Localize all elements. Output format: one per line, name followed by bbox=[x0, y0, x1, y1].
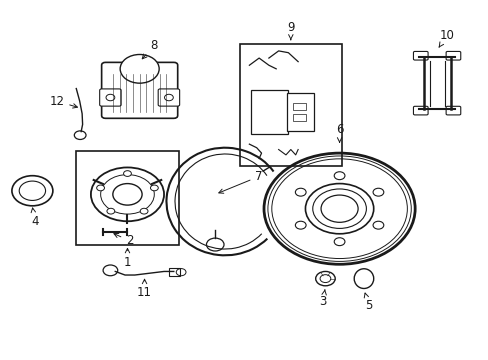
Bar bbox=[168, 268, 179, 276]
FancyBboxPatch shape bbox=[102, 62, 177, 118]
Bar bbox=[239, 44, 341, 166]
Circle shape bbox=[107, 208, 115, 214]
Circle shape bbox=[140, 208, 148, 214]
Text: 1: 1 bbox=[123, 248, 131, 269]
FancyBboxPatch shape bbox=[445, 106, 460, 115]
Text: 11: 11 bbox=[137, 279, 152, 300]
FancyBboxPatch shape bbox=[445, 51, 460, 60]
Circle shape bbox=[150, 185, 158, 191]
FancyBboxPatch shape bbox=[158, 89, 179, 106]
FancyBboxPatch shape bbox=[100, 89, 121, 106]
Circle shape bbox=[123, 171, 131, 176]
Text: 10: 10 bbox=[438, 29, 453, 47]
Text: 8: 8 bbox=[142, 39, 158, 59]
FancyBboxPatch shape bbox=[413, 51, 427, 60]
FancyBboxPatch shape bbox=[250, 90, 287, 134]
Circle shape bbox=[97, 185, 104, 191]
Circle shape bbox=[120, 54, 159, 83]
FancyBboxPatch shape bbox=[287, 93, 313, 131]
FancyBboxPatch shape bbox=[413, 106, 427, 115]
Text: 7: 7 bbox=[218, 170, 263, 193]
Text: 5: 5 bbox=[364, 293, 372, 312]
Circle shape bbox=[164, 94, 173, 101]
Text: 9: 9 bbox=[286, 21, 294, 40]
Circle shape bbox=[106, 94, 115, 101]
Text: 2: 2 bbox=[114, 233, 133, 247]
Text: 12: 12 bbox=[49, 95, 77, 108]
Text: 4: 4 bbox=[31, 208, 39, 228]
Ellipse shape bbox=[353, 269, 373, 288]
Bar bbox=[76, 151, 178, 244]
Text: 3: 3 bbox=[319, 290, 326, 309]
Text: 6: 6 bbox=[335, 123, 343, 142]
